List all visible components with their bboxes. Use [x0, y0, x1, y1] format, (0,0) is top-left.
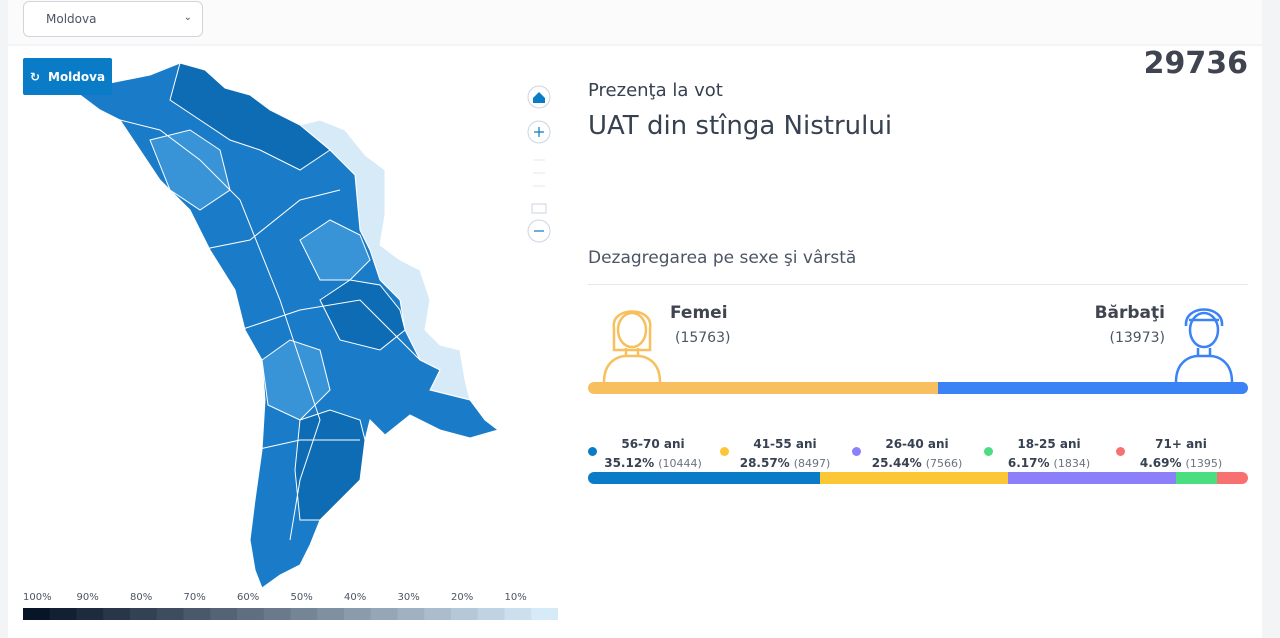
legend-swatch [263, 608, 291, 620]
age-bar [588, 472, 1248, 484]
legend-swatch [76, 608, 104, 620]
age-segment [1008, 472, 1177, 484]
zoom-slider[interactable] [531, 159, 547, 214]
age-percent-value: 25.44% [871, 456, 922, 470]
age-segment [819, 472, 1009, 484]
legend-swatch [237, 608, 265, 620]
legend-tick-label: 60% [237, 592, 260, 603]
legend-swatch [424, 608, 452, 620]
legend-swatch [290, 608, 318, 620]
legend-tick-label: 30% [397, 592, 420, 603]
age-label: 41-55 ani [753, 437, 817, 451]
legend-tick-label: 10% [504, 592, 527, 603]
age-label: 71+ ani [1155, 437, 1207, 451]
age-count: (1395) [1185, 457, 1223, 470]
age-segment [1176, 472, 1218, 484]
map-border [199, 189, 341, 251]
reset-button[interactable]: ↻ Moldova [23, 58, 112, 95]
age-dot [1116, 447, 1125, 456]
breakdown-title: Dezagregarea pe sexe şi vârstă [588, 248, 857, 268]
total-count: 29736 [1143, 46, 1248, 81]
legend-swatch [370, 608, 398, 620]
map-region-light [299, 219, 371, 281]
legend-swatch [397, 608, 425, 620]
legend-swatch [23, 608, 51, 620]
legend-swatch [317, 608, 345, 620]
home-icon [533, 92, 545, 103]
age-percent: 6.17% (1834) [984, 456, 1114, 470]
legend-swatch [504, 608, 532, 620]
legend-tick-label: 80% [130, 592, 153, 603]
age-dot [984, 447, 993, 456]
region-name: UAT din stînga Nistrului [588, 111, 893, 141]
legend-swatch [49, 608, 77, 620]
age-dot [720, 447, 729, 456]
age-percent: 28.57% (8497) [720, 456, 850, 470]
legend-tick-label: 50% [290, 592, 313, 603]
legend-tick-label: 40% [344, 592, 367, 603]
region-select[interactable]: Moldova ⌄ [23, 1, 203, 37]
legend-swatch [183, 608, 211, 620]
legend-swatch [103, 608, 131, 620]
age-count: (7566) [925, 457, 963, 470]
reset-label: Moldova [48, 69, 106, 84]
age-dot [852, 447, 861, 456]
gender-label: Bărbaţi [1094, 303, 1165, 323]
age-percent-value: 4.69% [1139, 456, 1182, 470]
gender-segment [937, 382, 1248, 394]
age-label: 18-25 ani [1017, 437, 1081, 451]
legend-swatch [344, 608, 372, 620]
age-percent-value: 28.57% [739, 456, 790, 470]
map-border [119, 119, 321, 541]
legend-swatch [531, 608, 558, 620]
age-label: 56-70 ani [621, 437, 685, 451]
map [79, 62, 551, 589]
section-title: Prezenţa la vot [588, 80, 723, 101]
map-border [239, 299, 421, 361]
legend-swatch [451, 608, 479, 620]
gender-count: (13973) [1109, 330, 1165, 346]
reset-icon: ↻ [29, 69, 40, 84]
map-region-dark [319, 279, 406, 351]
age-percent: 25.44% (7566) [852, 456, 982, 470]
female-icon [602, 310, 662, 383]
plus-icon [534, 127, 544, 137]
age-count: (8497) [793, 457, 831, 470]
age-percent: 35.12% (10444) [588, 456, 718, 470]
age-percent: 4.69% (1395) [1116, 456, 1246, 470]
gender-bar [588, 382, 1248, 394]
age-segment [588, 472, 820, 484]
legend-tick-label: 70% [183, 592, 206, 603]
select-value: Moldova [46, 12, 97, 26]
age-dot [588, 447, 597, 456]
gender-label: Femei [670, 303, 728, 323]
map-legend-scale [23, 608, 558, 620]
map-region-dark [169, 62, 331, 171]
legend-swatch [156, 608, 184, 620]
age-percent-value: 6.17% [1007, 456, 1050, 470]
legend-swatch [130, 608, 158, 620]
divider [588, 284, 1248, 285]
legend-swatch [210, 608, 238, 620]
gender-count: (15763) [675, 330, 731, 346]
top-bar [8, 0, 1262, 44]
legend-tick-label: 90% [76, 592, 99, 603]
map-border [254, 439, 360, 451]
age-count: (10444) [658, 457, 702, 470]
gender-segment [588, 382, 938, 394]
age-label: 26-40 ani [885, 437, 949, 451]
legend-swatch [477, 608, 505, 620]
legend-tick-label: 100% [23, 592, 52, 603]
age-segment [1217, 472, 1248, 484]
male-icon [1174, 308, 1234, 383]
legend-tick-label: 20% [451, 592, 474, 603]
age-percent-value: 35.12% [604, 456, 655, 470]
age-count: (1834) [1053, 457, 1091, 470]
